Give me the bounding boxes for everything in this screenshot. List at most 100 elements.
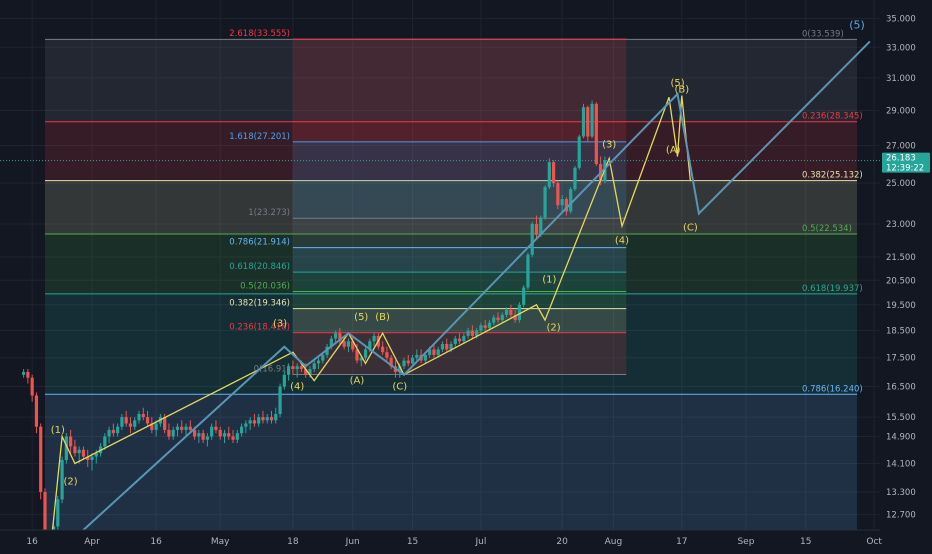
candle[interactable] [222, 429, 227, 444]
candle[interactable] [137, 410, 141, 424]
candle[interactable] [526, 252, 530, 290]
candle[interactable] [432, 343, 436, 358]
candle[interactable] [214, 420, 218, 434]
candle[interactable] [103, 433, 107, 450]
candle[interactable] [338, 327, 342, 344]
candle[interactable] [34, 392, 39, 434]
candle[interactable] [517, 302, 521, 323]
candle[interactable] [402, 357, 406, 370]
candle[interactable] [252, 413, 257, 427]
candle[interactable] [124, 410, 128, 427]
candle[interactable] [543, 185, 547, 220]
candle[interactable] [39, 423, 43, 500]
candle[interactable] [86, 449, 90, 467]
candle[interactable] [26, 369, 30, 384]
candle[interactable] [69, 429, 73, 454]
candle[interactable] [372, 333, 376, 347]
candle[interactable] [406, 354, 410, 367]
candle[interactable] [381, 341, 385, 355]
candle[interactable] [171, 426, 175, 440]
candle[interactable] [188, 420, 192, 434]
candle[interactable] [291, 360, 295, 375]
candle[interactable] [282, 371, 286, 390]
candle[interactable] [30, 374, 34, 402]
candle[interactable] [64, 433, 68, 464]
candle[interactable] [470, 325, 474, 339]
candle[interactable] [269, 410, 274, 424]
candle[interactable] [564, 197, 569, 216]
candle[interactable] [205, 433, 209, 447]
candle[interactable] [133, 417, 137, 430]
candle[interactable] [496, 312, 500, 323]
candle[interactable] [573, 165, 577, 192]
candle[interactable] [107, 426, 111, 444]
candle[interactable] [440, 341, 445, 353]
candle[interactable] [265, 413, 269, 424]
candle[interactable] [60, 456, 64, 504]
candle[interactable] [218, 426, 222, 440]
candle[interactable] [150, 417, 154, 434]
candle[interactable] [210, 423, 214, 440]
candle[interactable] [492, 314, 496, 326]
candle[interactable] [316, 357, 321, 370]
candle[interactable] [145, 410, 150, 427]
candle[interactable] [462, 333, 466, 344]
candle[interactable] [479, 322, 483, 334]
candle[interactable] [81, 446, 86, 461]
candle[interactable] [141, 407, 145, 421]
candle[interactable] [581, 103, 586, 139]
candle[interactable] [261, 410, 265, 424]
candle[interactable] [244, 420, 248, 434]
candle[interactable] [312, 360, 316, 372]
blue-channel[interactable] [49, 40, 871, 554]
candle[interactable] [257, 413, 261, 427]
candle[interactable] [295, 363, 299, 378]
candle[interactable] [509, 304, 513, 318]
candle[interactable] [197, 429, 201, 444]
candle[interactable] [410, 354, 415, 367]
candle[interactable] [184, 423, 188, 437]
candle[interactable] [504, 307, 509, 318]
candle[interactable] [235, 429, 239, 444]
candle[interactable] [128, 417, 133, 434]
candle[interactable] [577, 134, 581, 170]
candle[interactable] [351, 335, 355, 353]
candle[interactable] [363, 346, 368, 361]
candle[interactable] [569, 187, 573, 214]
candle[interactable] [466, 327, 470, 339]
candle[interactable] [530, 221, 534, 257]
candle[interactable] [560, 195, 564, 214]
candle[interactable] [547, 158, 551, 190]
time-axis[interactable]: 16 Apr 16 May 18 Jun 15 Jul 20 Aug 17 Sep 15 Oct [0, 529, 932, 550]
candle[interactable] [453, 335, 457, 347]
candle[interactable] [487, 320, 492, 331]
candle[interactable] [239, 423, 244, 437]
candle[interactable] [445, 338, 449, 353]
candle[interactable] [278, 383, 282, 418]
candle[interactable] [180, 420, 184, 434]
candle[interactable] [120, 413, 124, 430]
candle[interactable] [586, 105, 590, 142]
candle[interactable] [231, 429, 235, 444]
candle[interactable] [22, 369, 26, 378]
candle[interactable] [457, 333, 462, 344]
candle[interactable] [154, 420, 158, 437]
candle[interactable] [522, 285, 526, 308]
candle[interactable] [287, 363, 291, 381]
candle[interactable] [227, 426, 231, 440]
candle[interactable] [346, 338, 351, 353]
candle[interactable] [415, 349, 419, 361]
candle[interactable] [436, 346, 440, 358]
candle[interactable] [167, 423, 171, 440]
candle[interactable] [389, 354, 393, 370]
candle[interactable] [534, 215, 539, 240]
candle[interactable] [500, 312, 504, 323]
candle[interactable] [111, 423, 115, 437]
candle[interactable] [73, 439, 77, 457]
candle[interactable] [175, 423, 180, 437]
candle[interactable] [590, 100, 594, 139]
candle[interactable] [556, 181, 560, 210]
candle[interactable] [56, 495, 60, 531]
candle[interactable] [551, 160, 556, 188]
